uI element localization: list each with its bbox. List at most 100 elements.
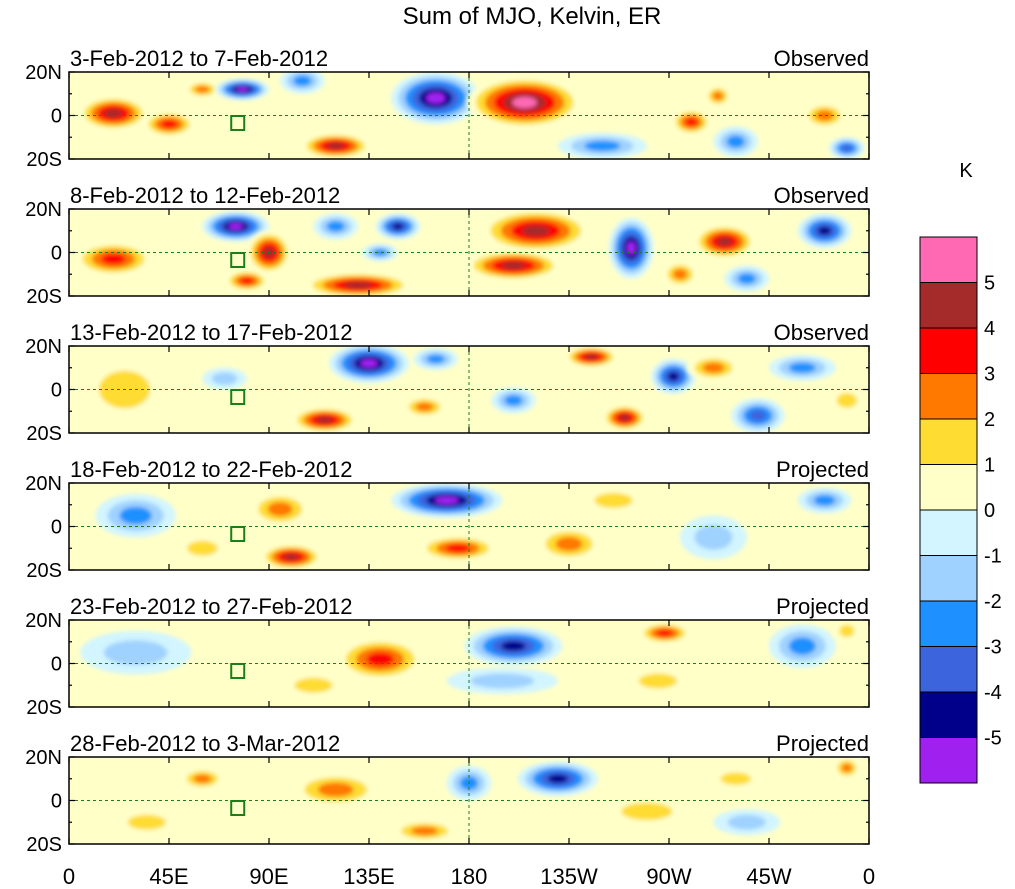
contour-level <box>839 624 855 638</box>
colorbar-tick-label: -4 <box>984 682 1002 704</box>
anomaly-blob <box>829 137 865 159</box>
anomaly-blob <box>713 126 758 157</box>
anomaly-blob <box>249 491 312 527</box>
contour-level <box>512 96 537 108</box>
contour-level <box>366 652 394 666</box>
colorbar-swatch <box>919 373 978 420</box>
anomaly-blob <box>797 487 852 514</box>
contour-level <box>187 540 218 556</box>
anomaly-blob <box>302 272 414 296</box>
contour-level <box>672 268 688 280</box>
contour-level <box>228 223 243 230</box>
anomaly-blob <box>362 243 398 262</box>
x-axis: 0 45E 90E 135E 180 135W 90W 45W 0 <box>63 864 875 889</box>
contour-level <box>702 362 725 374</box>
contour-level <box>501 261 526 270</box>
contour-level <box>626 241 636 255</box>
anomaly-blob <box>557 132 647 159</box>
reference-box <box>230 800 246 816</box>
y-tick-label: 20N <box>25 62 62 84</box>
anomaly-blob <box>413 348 458 370</box>
colorbar-tick-label: -1 <box>984 546 1002 568</box>
panel-period-label: 8-Feb-2012 to 12-Feb-2012 <box>70 183 340 208</box>
anomaly-blob <box>95 493 176 538</box>
anomaly-blob <box>833 620 861 642</box>
contour-level <box>841 763 853 773</box>
anomaly-blob <box>624 667 692 694</box>
colorbar-swatch <box>919 555 978 602</box>
anomaly-blob <box>280 72 325 94</box>
anomaly-blob <box>651 359 696 394</box>
contour-level <box>813 495 836 506</box>
contour-level <box>470 673 535 689</box>
anomaly-blob <box>391 72 481 125</box>
y-tick-label: 20S <box>26 697 62 719</box>
anomaly-blob <box>202 367 247 390</box>
y-tick-label: 20S <box>26 834 62 856</box>
colorbar-tick-label: 3 <box>984 364 995 386</box>
anomaly-blob <box>80 630 192 675</box>
anomaly-blob <box>580 487 647 514</box>
anomaly-blob <box>480 209 592 253</box>
contour-level <box>283 553 300 561</box>
anomaly-blob <box>704 85 732 107</box>
colorbar-swatch <box>919 737 978 784</box>
panel-status-label: Observed <box>774 46 869 71</box>
panel-status-label: Projected <box>776 594 869 619</box>
colorbar-swatch <box>919 327 978 374</box>
colorbar-swatch <box>919 646 978 693</box>
contour-level <box>127 814 166 830</box>
anomaly-blob <box>215 78 269 101</box>
y-tick-label: 20S <box>26 423 62 445</box>
reference-box <box>230 663 246 679</box>
colorbar-swatch <box>919 418 978 465</box>
contour-level <box>694 524 733 550</box>
contour-level <box>712 91 724 101</box>
colorbar-tick-label: -5 <box>984 728 1002 750</box>
contour-level <box>267 502 293 517</box>
panel-status-label: Projected <box>776 731 869 756</box>
anomaly-blob <box>724 265 769 292</box>
contour-level <box>101 253 126 265</box>
colorbar-tick-label: 1 <box>984 455 995 477</box>
x-tick-label: 45W <box>746 864 791 889</box>
anomaly-blob <box>709 767 763 790</box>
anomaly-blob <box>224 269 269 292</box>
contour-level <box>555 536 583 551</box>
y-tick-label: 20N <box>25 473 62 495</box>
y-tick-label: 0 <box>51 243 62 265</box>
anomaly-blob <box>769 624 836 668</box>
colorbar-swatch <box>919 691 978 738</box>
y-tick-label: 20S <box>26 286 62 308</box>
chart-title: Sum of MJO, Kelvin, ER <box>403 3 662 30</box>
panel-period-label: 13-Feb-2012 to 17-Feb-2012 <box>70 320 353 345</box>
contour-level <box>836 392 857 408</box>
anomaly-blob <box>280 672 347 699</box>
contour-level <box>504 395 523 406</box>
y-tick-label: 0 <box>51 380 62 402</box>
colorbar-tick-label: -3 <box>984 637 1002 659</box>
panel-period-label: 18-Feb-2012 to 22-Feb-2012 <box>70 457 353 482</box>
contour-level <box>160 120 178 129</box>
reference-box <box>230 389 246 405</box>
colorbar-tick-label: 2 <box>984 409 995 431</box>
anomaly-blob <box>609 217 654 279</box>
anomaly-blob <box>175 535 229 562</box>
contour-level <box>426 92 446 104</box>
colorbar-swatch <box>919 464 978 511</box>
anomaly-blob <box>686 354 741 381</box>
contour-level <box>584 140 621 152</box>
anomaly-blob <box>142 111 196 138</box>
y-tick-label: 20N <box>25 610 62 632</box>
anomaly-blob <box>797 213 852 249</box>
anomaly-blob <box>671 108 712 136</box>
reference-box <box>230 115 246 131</box>
colorbar-tick-label: 0 <box>984 500 995 522</box>
contour-level <box>415 402 434 412</box>
anomaly-blob <box>535 526 603 562</box>
contour-level <box>195 85 210 93</box>
anomaly-blob <box>202 211 269 242</box>
anomaly-blob <box>113 809 181 836</box>
colorbar-tick-label: 5 <box>984 273 995 295</box>
